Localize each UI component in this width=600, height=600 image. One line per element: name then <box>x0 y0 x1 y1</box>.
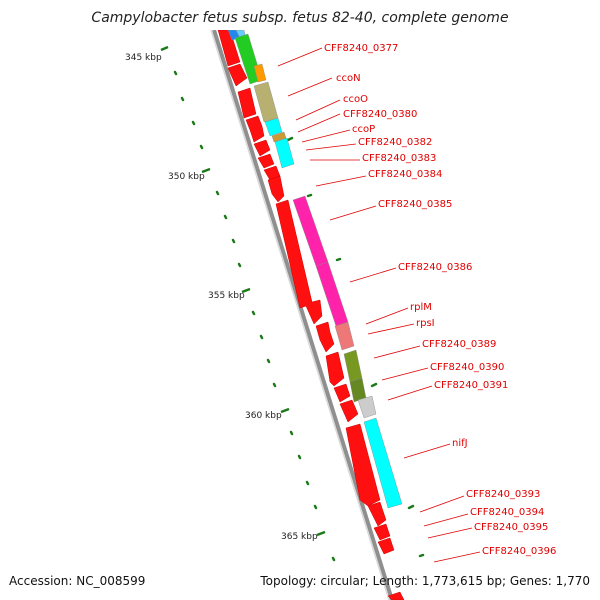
forward-genes <box>217 30 405 600</box>
gene-label: CFF8240_0384 <box>368 169 442 180</box>
ruler-label-350: 350 kbp <box>168 172 205 182</box>
gene-arrow <box>315 321 335 353</box>
gene-arrow <box>325 351 345 387</box>
ruler-label-365: 365 kbp <box>281 532 318 542</box>
gene-label: CFF8240_0395 <box>474 522 548 533</box>
gene-label: CFF8240_0385 <box>378 199 452 210</box>
gene-label: CFF8240_0386 <box>398 262 472 273</box>
gene-arrow <box>245 115 265 143</box>
gene-arrow <box>227 63 248 87</box>
gene-arrow <box>217 30 241 67</box>
genome-summary: Topology: circular; Length: 1,773,615 bp… <box>260 574 590 588</box>
gene-arrow <box>387 591 405 600</box>
gene-block-cyan <box>264 117 283 137</box>
gene-label: nifJ <box>452 438 468 449</box>
gene-label: CFF8240_0382 <box>358 137 432 148</box>
ruler-label-345: 345 kbp <box>125 53 162 63</box>
ruler-label-360: 360 kbp <box>245 411 282 421</box>
gene-arrow <box>253 139 271 157</box>
gene-label: ccoN <box>336 73 361 84</box>
gene-block-orange <box>253 63 267 83</box>
gene-block-silver <box>357 395 377 419</box>
accession-text: Accession: NC_008599 <box>9 574 146 588</box>
gene-label: CFF8240_0396 <box>482 546 556 557</box>
gene-arrow <box>237 87 257 119</box>
gene-block-tan <box>271 131 287 143</box>
gene-block-olive2 <box>343 349 363 383</box>
gene-arrow <box>257 153 275 169</box>
gene-arrow <box>345 423 381 507</box>
gene-block-pink <box>334 321 355 351</box>
label-leaders <box>277 47 481 563</box>
gene-label: CFF8240_0377 <box>324 43 398 54</box>
backbone <box>207 30 395 600</box>
gene-block-cyan3 <box>363 417 403 509</box>
gene-label: CFF8240_0393 <box>466 489 540 500</box>
gene-label: CFF8240_0383 <box>362 153 436 164</box>
gene-block-cyan2 <box>274 137 295 169</box>
gene-label: CFF8240_0390 <box>430 362 504 373</box>
gene-arrow <box>367 501 387 527</box>
map-title: Campylobacter fetus subsp. fetus 82-40, … <box>91 10 509 26</box>
gene-arrow <box>339 399 359 423</box>
gene-arrow <box>267 175 285 203</box>
gene-label: rplM <box>410 302 432 313</box>
gene-label: ccoO <box>343 94 368 105</box>
ruler-label-355: 355 kbp <box>208 291 245 301</box>
colored-genes <box>227 30 403 509</box>
ruler-dots <box>173 68 425 562</box>
ruler-ticks <box>160 45 326 537</box>
gene-arrow <box>377 537 395 555</box>
gene-label: CFF8240_0389 <box>422 339 496 350</box>
gene-arrow <box>275 199 323 325</box>
gene-arrow <box>373 523 391 541</box>
gene-label: rpsI <box>416 318 435 329</box>
gene-label: CFF8240_0380 <box>343 109 417 120</box>
gene-label: ccoP <box>352 124 375 135</box>
gene-label: CFF8240_0394 <box>470 507 544 518</box>
gene-arrow <box>333 383 351 403</box>
gene-label: CFF8240_0391 <box>434 380 508 391</box>
